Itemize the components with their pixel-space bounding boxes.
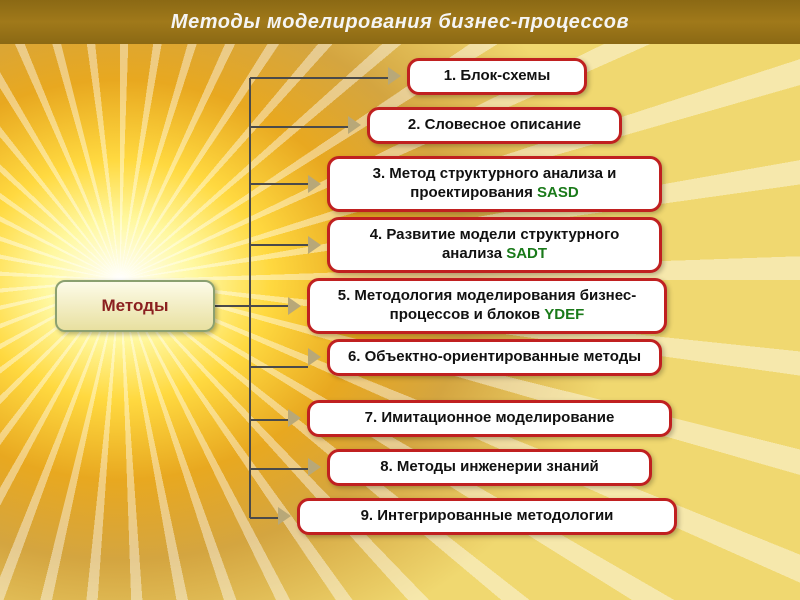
arrow-icon xyxy=(288,409,301,427)
item-row-5: 5. Методология моделирования бизнес-проц… xyxy=(288,278,667,334)
page-title: Методы моделирования бизнес-процессов xyxy=(171,11,629,34)
method-box-1: 1. Блок-схемы xyxy=(407,58,587,95)
method-box-9: 9. Интегрированные методологии xyxy=(297,498,677,535)
arrow-icon xyxy=(278,507,291,525)
item-row-1: 1. Блок-схемы xyxy=(388,58,587,95)
arrow-icon xyxy=(388,67,401,85)
method-text: 3. Метод структурного анализа и проектир… xyxy=(373,165,617,201)
method-highlight: SASD xyxy=(537,184,579,201)
item-row-6: 6. Объектно-ориентированные методы xyxy=(308,339,662,376)
arrow-icon xyxy=(308,175,321,193)
root-node: Методы xyxy=(55,280,215,332)
method-text: 5. Методология моделирования бизнес-проц… xyxy=(338,287,636,323)
item-row-3: 3. Метод структурного анализа и проектир… xyxy=(308,156,662,212)
method-box-3: 3. Метод структурного анализа и проектир… xyxy=(327,156,662,212)
arrow-icon xyxy=(348,116,361,134)
arrow-icon xyxy=(308,348,321,366)
arrow-icon xyxy=(288,297,301,315)
item-row-8: 8. Методы инженерии знаний xyxy=(308,449,652,486)
method-box-6: 6. Объектно-ориентированные методы xyxy=(327,339,662,376)
method-box-8: 8. Методы инженерии знаний xyxy=(327,449,652,486)
method-text: 4. Развитие модели структурного анализа xyxy=(370,226,620,262)
method-highlight: YDEF xyxy=(544,306,584,323)
method-box-7: 7. Имитационное моделирование xyxy=(307,400,672,437)
item-row-9: 9. Интегрированные методологии xyxy=(278,498,677,535)
header-bar: Методы моделирования бизнес-процессов xyxy=(0,0,800,44)
arrow-icon xyxy=(308,236,321,254)
method-box-4: 4. Развитие модели структурного анализа … xyxy=(327,217,662,273)
root-label: Методы xyxy=(102,296,169,316)
item-row-2: 2. Словесное описание xyxy=(348,107,622,144)
item-row-7: 7. Имитационное моделирование xyxy=(288,400,672,437)
arrow-icon xyxy=(308,458,321,476)
method-highlight: SADT xyxy=(506,245,547,262)
method-box-2: 2. Словесное описание xyxy=(367,107,622,144)
item-row-4: 4. Развитие модели структурного анализа … xyxy=(308,217,662,273)
method-box-5: 5. Методология моделирования бизнес-проц… xyxy=(307,278,667,334)
